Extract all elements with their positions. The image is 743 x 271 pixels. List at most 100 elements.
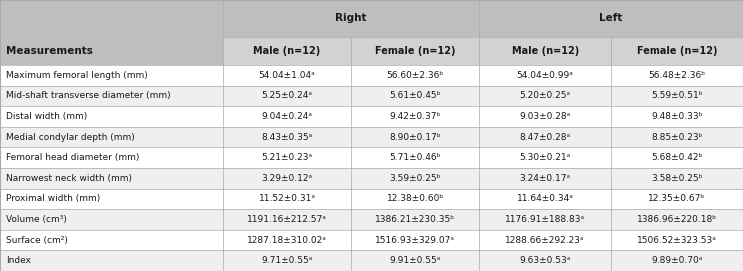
- Text: Femoral head diameter (mm): Femoral head diameter (mm): [6, 153, 140, 162]
- Bar: [479, 147, 611, 168]
- Text: 56.48±2.36ᵇ: 56.48±2.36ᵇ: [649, 71, 706, 80]
- Text: 9.03±0.28ᵃ: 9.03±0.28ᵃ: [519, 112, 571, 121]
- Bar: [479, 209, 611, 230]
- Text: 8.90±0.17ᵇ: 8.90±0.17ᵇ: [389, 133, 441, 142]
- Text: Volume (cm³): Volume (cm³): [6, 215, 67, 224]
- Text: 8.43±0.35ᵃ: 8.43±0.35ᵃ: [262, 133, 313, 142]
- Text: Index: Index: [6, 256, 31, 265]
- Text: 1516.93±329.07ᵃ: 1516.93±329.07ᵃ: [375, 235, 455, 245]
- Bar: [351, 230, 479, 250]
- Text: 5.20±0.25ᵃ: 5.20±0.25ᵃ: [519, 91, 571, 101]
- Text: 1386.21±230.35ᵇ: 1386.21±230.35ᵇ: [375, 215, 455, 224]
- Bar: [351, 37, 479, 65]
- Bar: [223, 0, 479, 37]
- Text: Male (n=12): Male (n=12): [511, 46, 579, 56]
- Bar: [223, 250, 351, 271]
- Bar: [611, 209, 743, 230]
- Text: 56.60±2.36ᵇ: 56.60±2.36ᵇ: [386, 71, 444, 80]
- Text: 5.59±0.51ᵇ: 5.59±0.51ᵇ: [652, 91, 703, 101]
- Bar: [479, 86, 611, 106]
- Bar: [223, 106, 351, 127]
- Bar: [479, 127, 611, 147]
- Bar: [479, 65, 611, 86]
- Text: 1191.16±212.57ᵃ: 1191.16±212.57ᵃ: [247, 215, 327, 224]
- Bar: [0, 147, 223, 168]
- Text: 9.89±0.70ᵃ: 9.89±0.70ᵃ: [652, 256, 703, 265]
- Bar: [351, 189, 479, 209]
- Bar: [611, 37, 743, 65]
- Text: 1288.66±292.23ᵃ: 1288.66±292.23ᵃ: [505, 235, 585, 245]
- Text: 9.91±0.55ᵃ: 9.91±0.55ᵃ: [389, 256, 441, 265]
- Bar: [0, 250, 223, 271]
- Bar: [351, 127, 479, 147]
- Text: 3.59±0.25ᵇ: 3.59±0.25ᵇ: [389, 174, 441, 183]
- Text: Right: Right: [335, 13, 367, 23]
- Bar: [223, 37, 351, 65]
- Text: 3.29±0.12ᵃ: 3.29±0.12ᵃ: [262, 174, 313, 183]
- Bar: [0, 86, 223, 106]
- Bar: [611, 65, 743, 86]
- Bar: [0, 209, 223, 230]
- Bar: [479, 106, 611, 127]
- Bar: [223, 86, 351, 106]
- Bar: [223, 230, 351, 250]
- Bar: [223, 65, 351, 86]
- Text: Medial condylar depth (mm): Medial condylar depth (mm): [6, 133, 134, 142]
- Text: 12.38±0.60ᵇ: 12.38±0.60ᵇ: [386, 194, 444, 204]
- Bar: [611, 168, 743, 189]
- Text: 5.61±0.45ᵇ: 5.61±0.45ᵇ: [389, 91, 441, 101]
- Bar: [479, 0, 743, 37]
- Bar: [611, 189, 743, 209]
- Bar: [351, 147, 479, 168]
- Bar: [611, 250, 743, 271]
- Text: 54.04±0.99ᵃ: 54.04±0.99ᵃ: [516, 71, 574, 80]
- Bar: [351, 168, 479, 189]
- Text: 5.68±0.42ᵇ: 5.68±0.42ᵇ: [652, 153, 703, 162]
- Bar: [0, 230, 223, 250]
- Bar: [351, 65, 479, 86]
- Text: 12.35±0.67ᵇ: 12.35±0.67ᵇ: [649, 194, 706, 204]
- Text: 1386.96±220.18ᵇ: 1386.96±220.18ᵇ: [637, 215, 717, 224]
- Text: Surface (cm²): Surface (cm²): [6, 235, 68, 245]
- Text: 9.63±0.53ᵃ: 9.63±0.53ᵃ: [519, 256, 571, 265]
- Text: 5.25±0.24ᵃ: 5.25±0.24ᵃ: [262, 91, 313, 101]
- Bar: [0, 189, 223, 209]
- Bar: [0, 168, 223, 189]
- Text: 8.85±0.23ᵇ: 8.85±0.23ᵇ: [652, 133, 703, 142]
- Bar: [0, 106, 223, 127]
- Text: 54.04±1.04ᵃ: 54.04±1.04ᵃ: [259, 71, 315, 80]
- Bar: [223, 209, 351, 230]
- Text: 3.24±0.17ᵃ: 3.24±0.17ᵃ: [519, 174, 571, 183]
- Text: Female (n=12): Female (n=12): [637, 46, 717, 56]
- Text: 9.42±0.37ᵇ: 9.42±0.37ᵇ: [389, 112, 441, 121]
- Bar: [0, 0, 223, 65]
- Text: Narrowest neck width (mm): Narrowest neck width (mm): [6, 174, 132, 183]
- Text: Maximum femoral length (mm): Maximum femoral length (mm): [6, 71, 148, 80]
- Bar: [351, 86, 479, 106]
- Text: Proximal width (mm): Proximal width (mm): [6, 194, 100, 204]
- Text: 9.04±0.24ᵃ: 9.04±0.24ᵃ: [262, 112, 313, 121]
- Text: 9.48±0.33ᵇ: 9.48±0.33ᵇ: [652, 112, 703, 121]
- Bar: [0, 127, 223, 147]
- Bar: [611, 127, 743, 147]
- Text: 11.52±0.31ᵃ: 11.52±0.31ᵃ: [259, 194, 316, 204]
- Text: Measurements: Measurements: [6, 46, 93, 56]
- Text: 8.47±0.28ᵃ: 8.47±0.28ᵃ: [519, 133, 571, 142]
- Text: 5.21±0.23ᵃ: 5.21±0.23ᵃ: [262, 153, 313, 162]
- Text: Left: Left: [600, 13, 623, 23]
- Bar: [351, 250, 479, 271]
- Bar: [479, 250, 611, 271]
- Bar: [479, 189, 611, 209]
- Text: 1176.91±188.83ᵃ: 1176.91±188.83ᵃ: [505, 215, 585, 224]
- Bar: [611, 106, 743, 127]
- Bar: [351, 106, 479, 127]
- Text: Female (n=12): Female (n=12): [375, 46, 455, 56]
- Text: 1287.18±310.02ᵃ: 1287.18±310.02ᵃ: [247, 235, 327, 245]
- Text: 3.58±0.25ᵇ: 3.58±0.25ᵇ: [652, 174, 703, 183]
- Bar: [479, 168, 611, 189]
- Text: Distal width (mm): Distal width (mm): [6, 112, 87, 121]
- Text: Male (n=12): Male (n=12): [253, 46, 321, 56]
- Text: 9.71±0.55ᵃ: 9.71±0.55ᵃ: [262, 256, 313, 265]
- Bar: [223, 168, 351, 189]
- Text: 11.64±0.34ᵃ: 11.64±0.34ᵃ: [516, 194, 574, 204]
